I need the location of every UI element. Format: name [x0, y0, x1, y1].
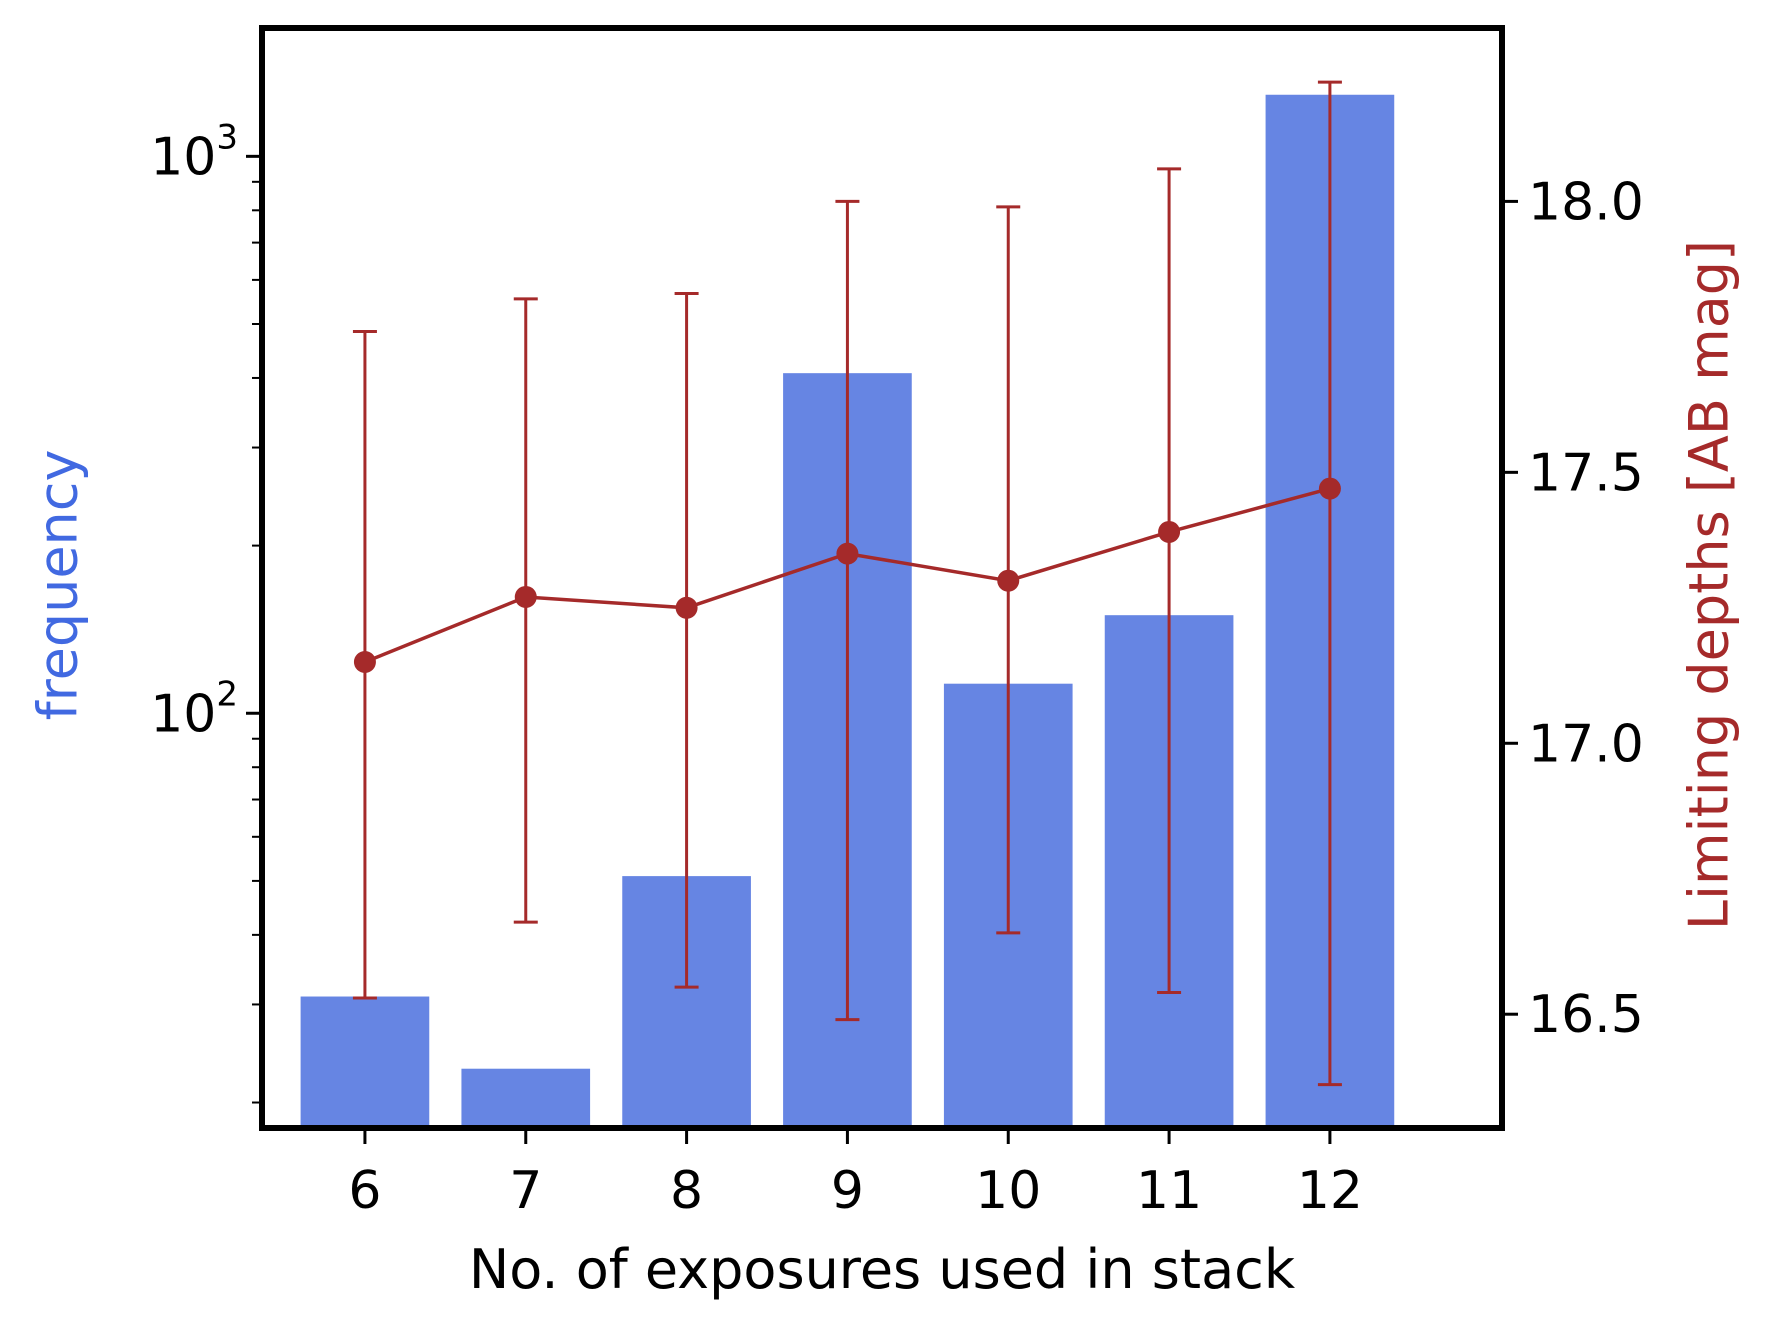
bar-7: [461, 1068, 591, 1128]
plot-frame: [259, 25, 1505, 1131]
y-left-tick-label: 102: [150, 674, 238, 744]
y-right-tick-label: 16.5: [1528, 985, 1644, 1045]
y-right-tick-label: 17.0: [1528, 714, 1644, 774]
y-left-axis-title: frequency: [27, 450, 90, 721]
x-axis-ticks: 6 7 8 9 10 11 12: [348, 1131, 1363, 1221]
y-right-axis-title: Limiting depths [AB mag]: [1678, 240, 1741, 930]
x-tick-label: 6: [348, 1161, 381, 1221]
depth-line-layer: [353, 477, 1341, 673]
x-tick-label: 7: [509, 1161, 542, 1221]
depth-point-9: [836, 542, 859, 565]
bar-6: [300, 996, 430, 1128]
y-left-tick-label: 103: [150, 117, 238, 187]
minor-ticks-left: [252, 180, 259, 1104]
depth-point-12: [1318, 477, 1341, 500]
depth-point-11: [1158, 520, 1181, 543]
depth-point-10: [997, 569, 1020, 592]
y-left-axis-ticks: 102 103: [150, 117, 259, 744]
depth-point-8: [675, 596, 698, 619]
y-right-tick-label: 18.0: [1528, 172, 1644, 232]
x-axis-title: No. of exposures used in stack: [469, 1238, 1296, 1301]
depth-point-6: [353, 650, 376, 673]
x-tick-label: 10: [975, 1161, 1041, 1221]
y-right-axis-ticks: 16.5 17.0 17.5 18.0: [1505, 172, 1644, 1045]
depth-point-7: [514, 585, 537, 608]
x-tick-label: 9: [831, 1161, 864, 1221]
x-tick-label: 8: [670, 1161, 703, 1221]
x-tick-label: 12: [1297, 1161, 1363, 1221]
y-right-tick-label: 17.5: [1528, 443, 1644, 503]
x-tick-label: 11: [1136, 1161, 1202, 1221]
